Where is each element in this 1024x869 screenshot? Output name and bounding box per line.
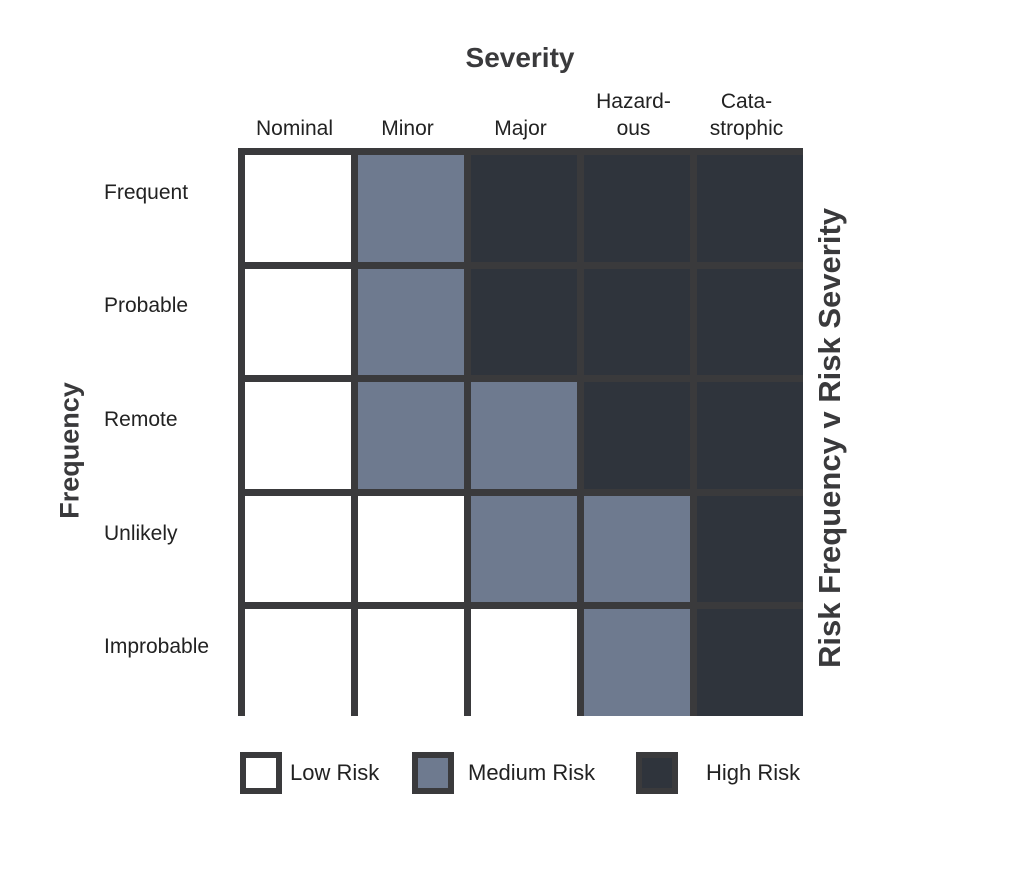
column-header-line: Cata- bbox=[720, 90, 773, 113]
risk-cell-low bbox=[245, 155, 351, 262]
row-header: Frequent bbox=[104, 180, 189, 204]
legend-label: Medium Risk bbox=[468, 760, 596, 785]
risk-cell-low bbox=[358, 609, 464, 716]
risk-cell-low bbox=[245, 609, 351, 716]
risk-cell-high bbox=[584, 382, 690, 489]
column-header: Minor bbox=[351, 86, 464, 142]
column-header-line: Nominal bbox=[255, 117, 334, 140]
risk-cell-low bbox=[471, 609, 577, 716]
risk-cell-high bbox=[584, 155, 690, 262]
risk-cell-high bbox=[697, 268, 803, 376]
legend-item-low: Low Risk bbox=[240, 752, 379, 794]
severity-axis-title: Severity bbox=[465, 42, 575, 73]
column-header: Major bbox=[464, 86, 577, 142]
row-header: Probable bbox=[104, 294, 189, 318]
risk-cell-medium bbox=[471, 495, 577, 603]
risk-grid bbox=[238, 148, 803, 716]
risk-cell-medium bbox=[358, 268, 464, 376]
risk-cell-medium bbox=[584, 609, 690, 716]
diagram-title: Risk Frequency v Risk Severity bbox=[812, 207, 847, 669]
risk-cell-high bbox=[584, 268, 690, 376]
legend-label: High Risk bbox=[706, 760, 801, 785]
risk-cell-high bbox=[471, 155, 577, 262]
risk-cell-medium bbox=[358, 155, 464, 262]
column-header: Hazard-ous bbox=[577, 86, 690, 142]
risk-cell-high bbox=[697, 495, 803, 603]
risk-cell-low bbox=[245, 382, 351, 489]
legend-swatch-medium bbox=[412, 752, 454, 794]
row-header: Remote bbox=[104, 408, 178, 431]
risk-cell-low bbox=[358, 495, 464, 603]
column-header-line: Major bbox=[494, 117, 547, 140]
legend-swatch-low bbox=[240, 752, 282, 794]
legend-swatch-high bbox=[636, 752, 678, 794]
legend-item-high: High Risk bbox=[636, 752, 800, 794]
risk-cell-high bbox=[697, 155, 803, 262]
legend-label: Low Risk bbox=[290, 760, 380, 785]
row-header: Unlikely bbox=[104, 521, 178, 545]
risk-cell-high bbox=[697, 609, 803, 716]
risk-cell-high bbox=[471, 268, 577, 376]
legend-item-medium: Medium Risk bbox=[412, 752, 595, 794]
risk-cell-medium bbox=[584, 495, 690, 603]
risk-cell-low bbox=[245, 495, 351, 603]
risk-cell-medium bbox=[358, 382, 464, 489]
risk-cell-medium bbox=[471, 382, 577, 489]
column-header: Nominal bbox=[238, 86, 351, 142]
risk-cell-high bbox=[697, 382, 803, 489]
column-header-line: ous bbox=[616, 117, 651, 140]
frequency-axis-title: Frequency bbox=[54, 382, 85, 519]
column-header: Cata-strophic bbox=[690, 86, 803, 142]
row-header: Improbable bbox=[104, 635, 210, 659]
risk-cell-low bbox=[245, 268, 351, 376]
column-header-line: Hazard- bbox=[596, 90, 671, 113]
column-header-line: Minor bbox=[381, 117, 434, 140]
column-header-line: strophic bbox=[709, 117, 784, 140]
